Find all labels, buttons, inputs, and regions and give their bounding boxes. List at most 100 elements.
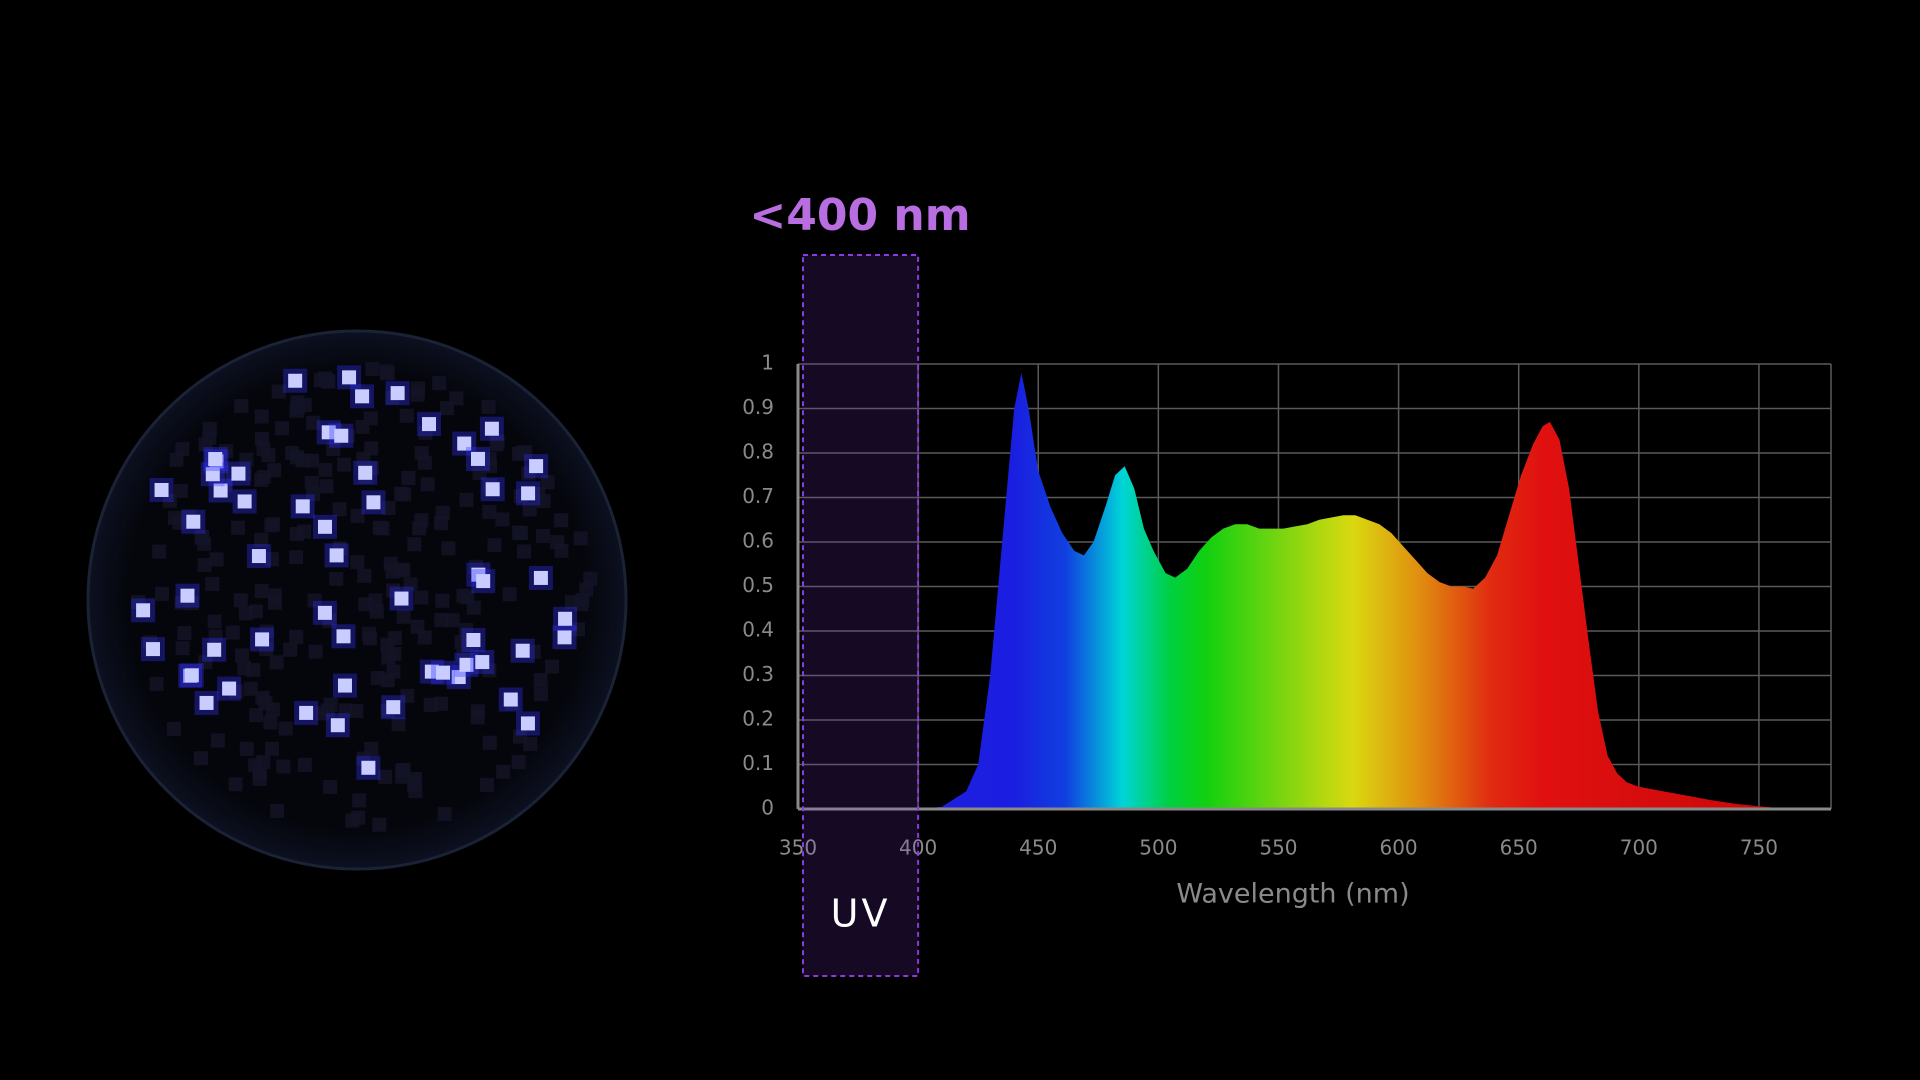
led-bright <box>288 373 303 388</box>
led-dim <box>496 764 511 779</box>
led-bright <box>476 574 491 589</box>
led-dim <box>198 437 213 452</box>
led-dim <box>511 755 526 770</box>
led-dim <box>526 644 541 659</box>
led-dim <box>434 612 449 627</box>
led-bright <box>355 389 370 404</box>
led-dim <box>369 604 384 619</box>
band-label: UV <box>831 892 891 936</box>
led-dim <box>483 459 498 474</box>
y-tick-label: 0.9 <box>742 395 774 419</box>
led-dim <box>254 472 269 487</box>
y-tick-label: 1 <box>761 351 774 375</box>
led-bright <box>255 632 270 647</box>
led-dim <box>554 513 569 528</box>
led-dim <box>454 635 469 650</box>
led-dim <box>381 501 396 516</box>
led-dim <box>254 532 269 547</box>
y-tick-label: 0.2 <box>742 707 774 731</box>
led-bright <box>251 549 266 564</box>
x-tick-label: 600 <box>1379 836 1417 860</box>
led-bright <box>329 548 344 563</box>
led-dim <box>254 584 269 599</box>
led-bright <box>515 643 530 658</box>
led-dim <box>394 486 409 501</box>
led-dim <box>228 777 243 792</box>
led-bright <box>330 718 345 733</box>
y-tick-label: 0.7 <box>742 484 774 508</box>
led-bright <box>317 605 332 620</box>
led-bright <box>337 678 352 693</box>
led-bright <box>557 630 572 645</box>
led-dim <box>349 703 364 718</box>
led-bright <box>529 459 544 474</box>
led-dim <box>407 537 422 552</box>
led-dim <box>564 595 579 610</box>
led-dim <box>249 708 264 723</box>
led-dim <box>466 600 481 615</box>
led-dim <box>435 593 450 608</box>
led-dim <box>208 629 223 644</box>
led-bright <box>321 425 336 440</box>
led-dim <box>365 362 380 377</box>
led-dim <box>368 593 383 608</box>
led-dim <box>434 696 449 711</box>
led-dim <box>517 544 532 559</box>
led-dim <box>338 703 353 718</box>
led-dim <box>472 465 487 480</box>
x-tick-label: 550 <box>1259 836 1297 860</box>
led-dim <box>317 371 332 386</box>
led-dim <box>439 401 454 416</box>
led-bright <box>317 519 332 534</box>
led-dim <box>459 492 474 507</box>
led-dim <box>441 541 456 556</box>
led-dim <box>399 408 414 423</box>
led-dim <box>276 759 291 774</box>
led-dim <box>256 754 271 769</box>
led-dim <box>417 630 432 645</box>
led-dim <box>410 619 425 634</box>
uv-band <box>802 254 920 977</box>
led-bright <box>231 466 246 481</box>
led-bright <box>154 482 169 497</box>
y-tick-label: 0.1 <box>742 751 774 775</box>
led-dim <box>238 606 253 621</box>
led-dim <box>254 432 269 447</box>
led-dim <box>502 587 517 602</box>
led-bright <box>336 629 351 644</box>
led-bright <box>145 642 160 657</box>
led-dim <box>162 493 177 508</box>
led-dim <box>571 622 586 637</box>
led-dim <box>263 715 278 730</box>
led-dim <box>482 504 497 519</box>
led-bright <box>485 482 500 497</box>
led-dim <box>487 538 502 553</box>
led-dim <box>252 766 267 781</box>
led-dim <box>550 535 565 550</box>
x-tick-label: 350 <box>779 836 817 860</box>
led-bright <box>186 514 201 529</box>
led-dim <box>357 568 372 583</box>
led-dim <box>386 664 401 679</box>
led-dim <box>207 614 222 629</box>
led-dim <box>394 562 409 577</box>
led-dim <box>523 736 538 751</box>
led-bright <box>533 570 548 585</box>
spectrum-area <box>918 372 1788 809</box>
led-bright <box>466 633 481 648</box>
led-dim <box>375 521 390 536</box>
led-dim <box>265 741 280 756</box>
led-dim <box>456 588 471 603</box>
y-tick-label: 0.5 <box>742 573 774 597</box>
led-dim <box>332 502 347 517</box>
y-tick-label: 0 <box>761 796 774 820</box>
led-dim <box>414 446 429 461</box>
led-dim <box>264 552 279 567</box>
led-dim <box>490 434 505 449</box>
led-array-image <box>86 329 628 871</box>
led-dim <box>254 409 269 424</box>
led-dim <box>243 681 258 696</box>
led-dim <box>173 483 188 498</box>
led-bright <box>520 716 535 731</box>
